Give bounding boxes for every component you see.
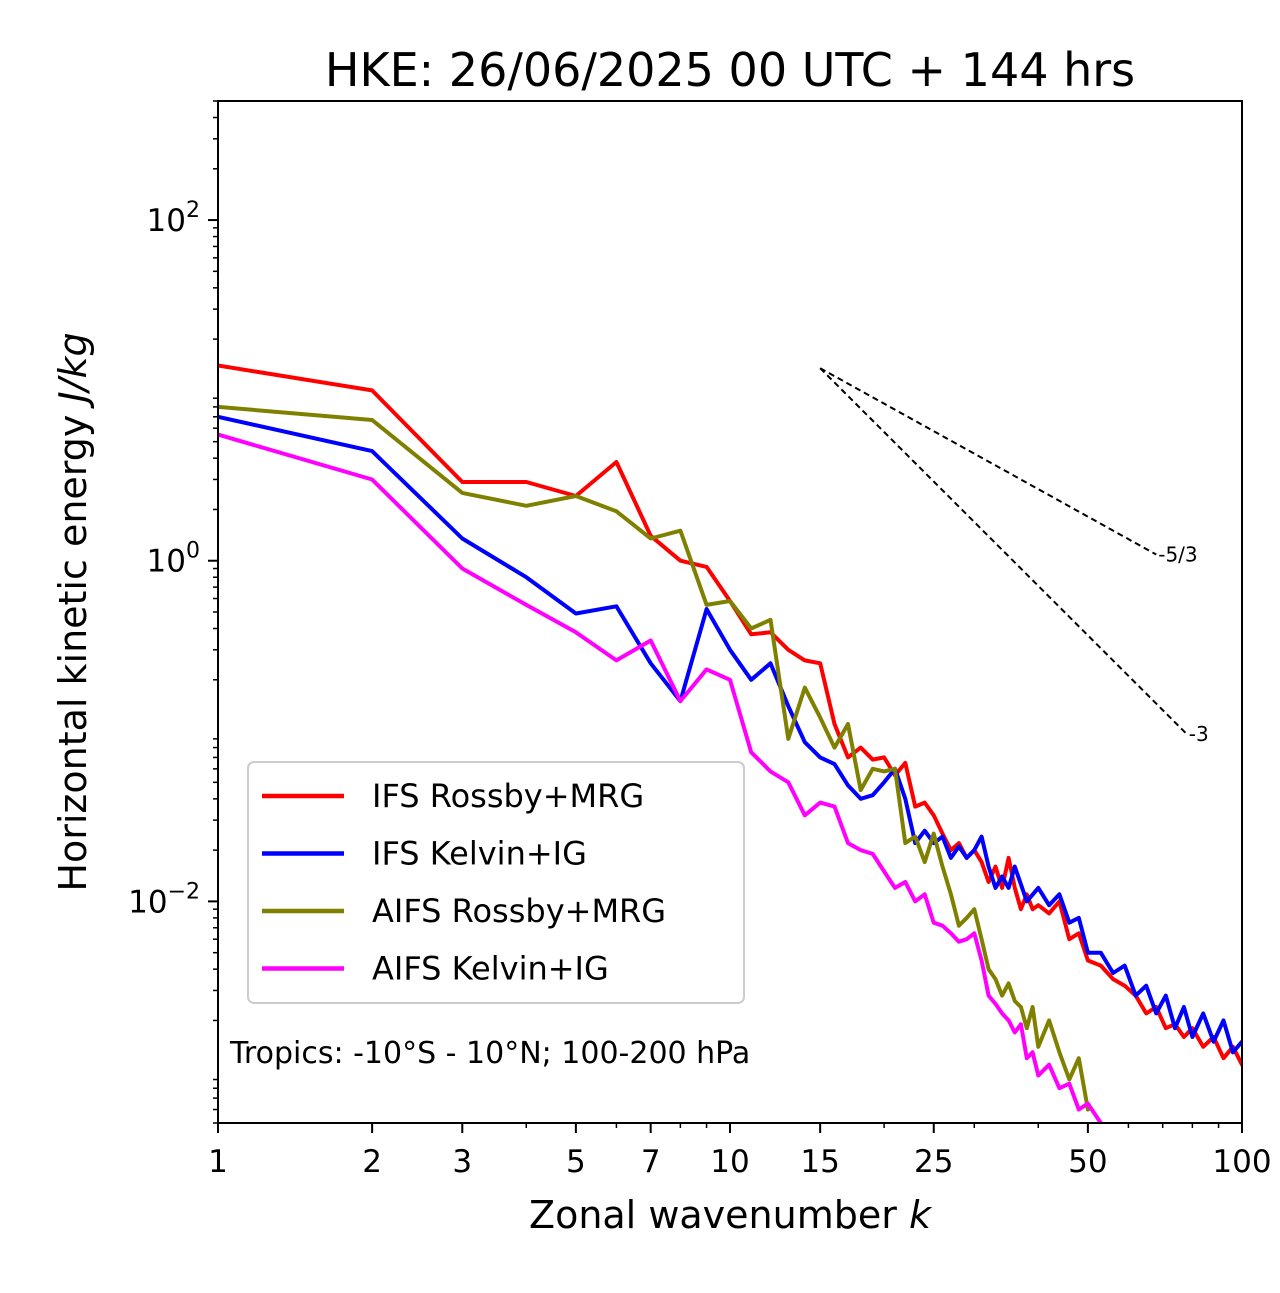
reference-slope-label-1: -3 [1189, 722, 1209, 746]
y-axis-label-units: J/kg [51, 332, 95, 409]
series-layer [218, 363, 1242, 1123]
x-tick-label: 1 [208, 1144, 228, 1180]
reference-slope-label-0: -5/3 [1158, 543, 1197, 567]
series-line-1 [218, 414, 1242, 1055]
y-axis-label-text: Horizontal kinetic energy [51, 415, 95, 892]
y-axis: 102 100 10−2 [128, 100, 218, 1124]
legend-label-2: AIFS Rossby+MRG [372, 892, 666, 930]
x-tick-label: 2 [362, 1144, 382, 1180]
reference-slope-line-1 [819, 367, 1188, 735]
x-tick-label: 10 [710, 1144, 749, 1180]
reference-slope-layer: -5/3 -3 [819, 367, 1209, 746]
x-tick-label: 15 [800, 1144, 839, 1180]
x-axis: 1 2 3 5 7 10 15 25 50 100 [208, 1123, 1272, 1180]
legend-box [247, 761, 745, 1004]
legend-label-1: IFS Kelvin+IG [372, 835, 587, 873]
x-axis-label: Zonal wavenumber k [529, 1193, 933, 1237]
y-tick-label: 100 [147, 539, 200, 580]
x-tick-label: 3 [452, 1144, 472, 1180]
x-tick-label: 25 [914, 1144, 953, 1180]
chart-title: HKE: 26/06/2025 00 UTC + 144 hrs [325, 43, 1135, 97]
legend-label-3: AIFS Kelvin+IG [372, 950, 609, 988]
region-annotation: Tropics: -10°S - 10°N; 100-200 hPa [229, 1036, 750, 1071]
x-tick-label: 100 [1212, 1144, 1271, 1180]
y-tick-label: 102 [147, 198, 200, 239]
legend-label-0: IFS Rossby+MRG [372, 777, 644, 815]
legend: IFS Rossby+MRG IFS Kelvin+IG AIFS Rossby+M… [247, 761, 745, 1004]
x-tick-label: 7 [641, 1144, 661, 1180]
x-tick-label: 50 [1068, 1144, 1107, 1180]
x-tick-label: 5 [566, 1144, 586, 1180]
y-tick-label: 10−2 [128, 879, 200, 920]
reference-slope-line-0 [819, 367, 1157, 556]
series-line-2 [218, 404, 1090, 1112]
y-axis-label: Horizontal kinetic energy J/kg [51, 332, 95, 891]
series-line-0 [218, 363, 1242, 1067]
x-axis-label-text: Zonal wavenumber [529, 1193, 897, 1237]
x-axis-label-var: k [909, 1193, 933, 1237]
series-line-3 [218, 432, 1105, 1123]
